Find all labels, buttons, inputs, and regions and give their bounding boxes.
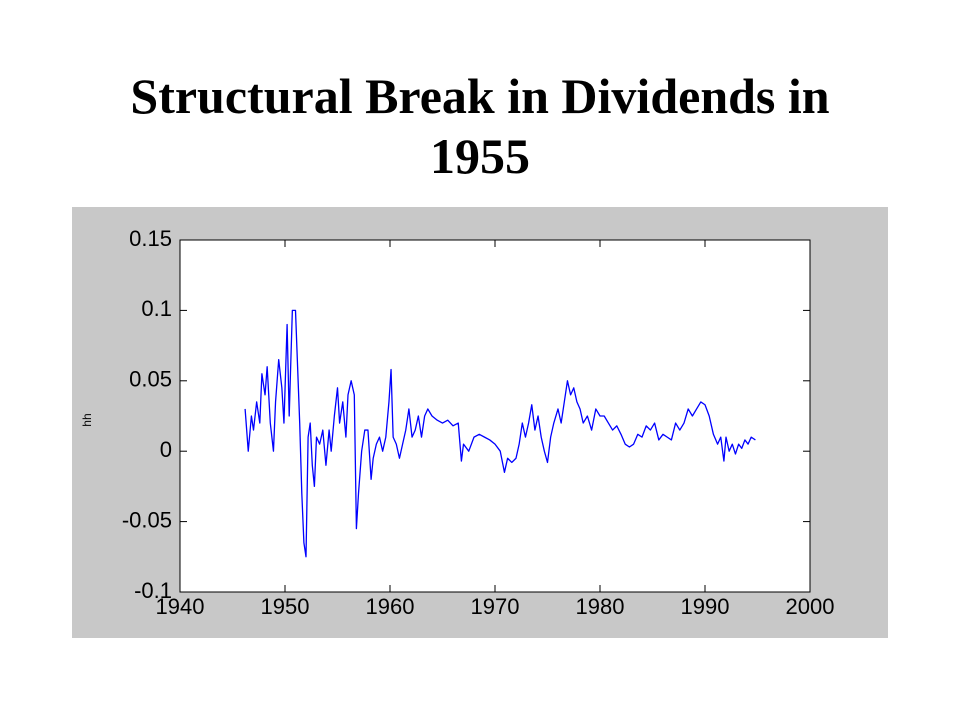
y-tick-label: 0.05: [129, 367, 172, 392]
x-tick-label: 2000: [786, 594, 835, 619]
x-tick-label: 1960: [366, 594, 415, 619]
x-tick-label: 1940: [156, 594, 205, 619]
y-tick-label: 0.15: [129, 226, 172, 251]
x-tick-label: 1990: [681, 594, 730, 619]
x-tick-label: 1970: [471, 594, 520, 619]
x-tick-label: 1980: [576, 594, 625, 619]
y-tick-label: 0.1: [141, 296, 172, 321]
y-tick-label: -0.05: [122, 507, 172, 532]
x-tick-label: 1950: [261, 594, 310, 619]
y-axis-label: hh: [80, 413, 94, 426]
plot-area: [179, 239, 811, 593]
y-tick-label: 0: [160, 437, 172, 462]
data-line: [244, 309, 756, 558]
slide-title: Structural Break in Dividends in 1955: [130, 68, 830, 184]
y-tick-label: -0.1: [134, 578, 172, 603]
